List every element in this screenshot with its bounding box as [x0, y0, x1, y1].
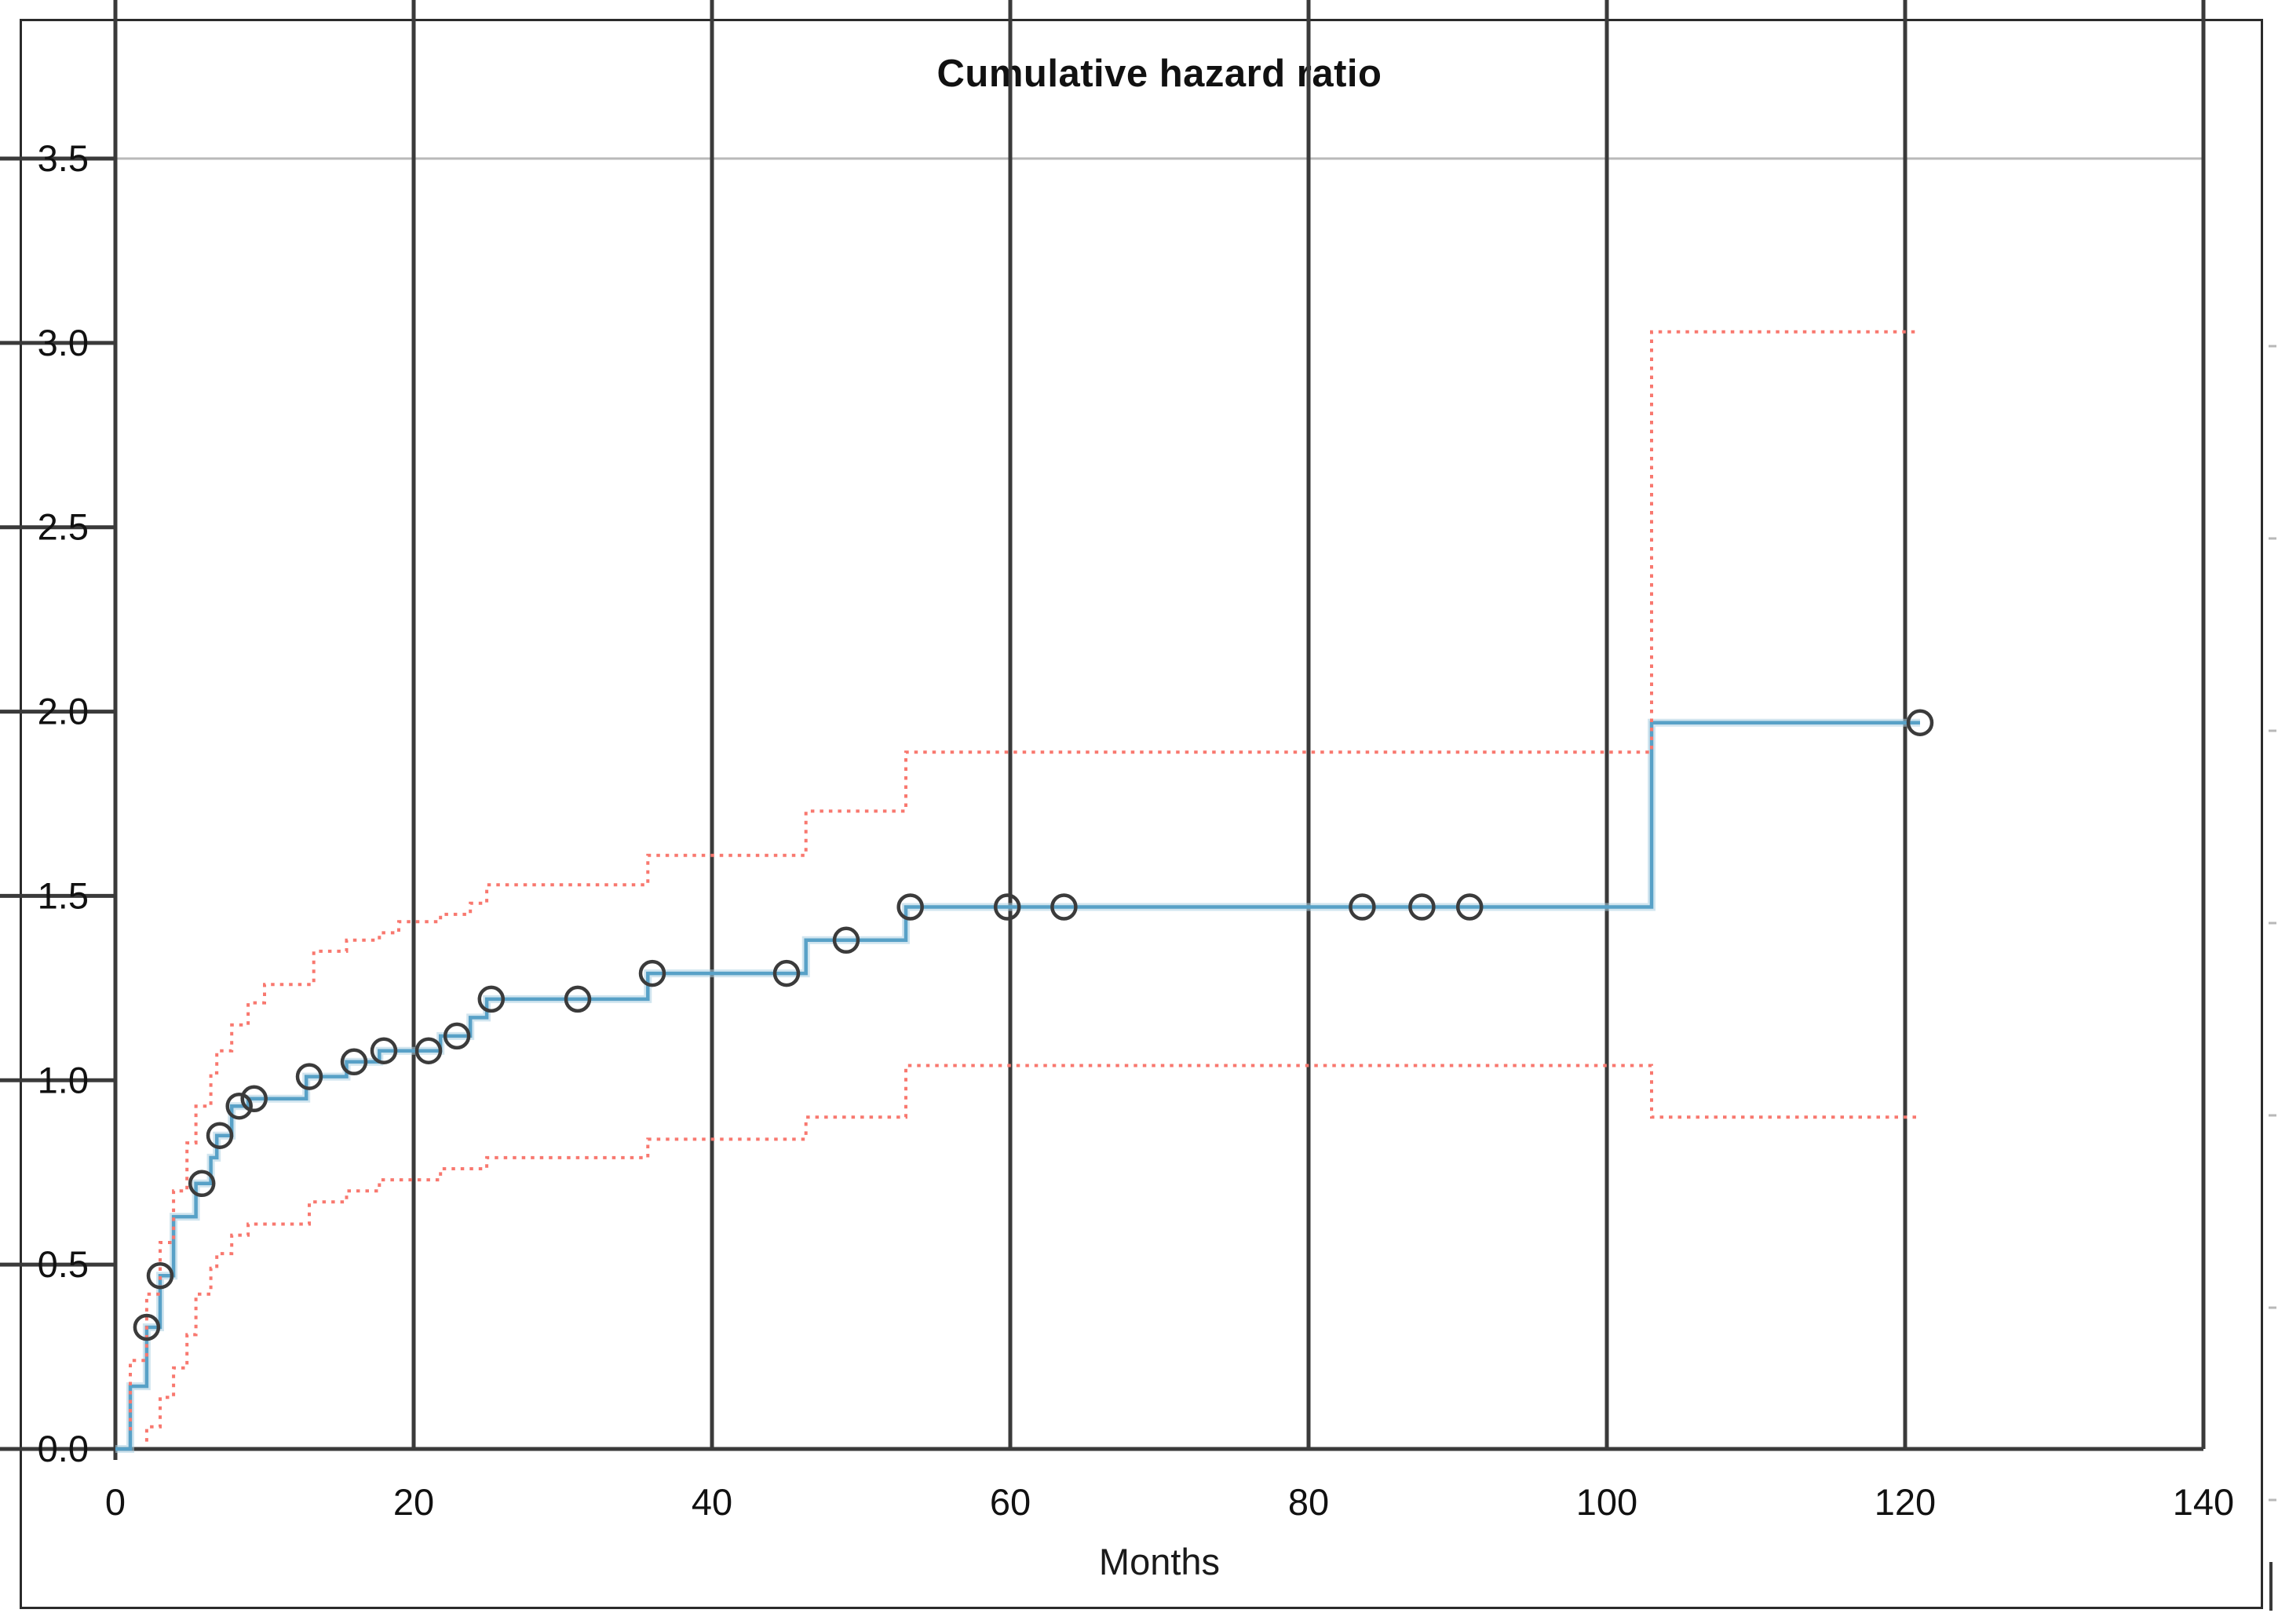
y-tick-label: 1.5 [38, 874, 89, 916]
censor-mark [225, 1092, 253, 1120]
censor-mark [832, 926, 860, 954]
y-tick-label: 3.5 [38, 137, 89, 179]
censor-mark [240, 1085, 268, 1113]
censor-mark [443, 1022, 471, 1050]
censor-mark [414, 1037, 443, 1064]
censor-mark [1455, 893, 1484, 921]
censor-mark [638, 959, 666, 987]
y-tick-label: 0.5 [38, 1243, 89, 1285]
y-tick-label: 3.0 [38, 322, 89, 363]
censor-mark [564, 985, 592, 1013]
y-tick-label: 2.5 [38, 506, 89, 548]
censor-mark [772, 959, 801, 987]
censor-mark [1906, 709, 1934, 736]
x-tick-label: 120 [1875, 1481, 1936, 1523]
y-tick-label: 1.0 [38, 1059, 89, 1100]
x-tick-label: 80 [1288, 1481, 1329, 1523]
censor-mark [477, 985, 506, 1013]
censor-mark [993, 893, 1021, 921]
censor-mark [206, 1122, 234, 1149]
censor-mark [146, 1261, 174, 1290]
censor-mark [188, 1170, 216, 1198]
x-tick-label: 0 [105, 1481, 126, 1523]
x-tick-label: 100 [1576, 1481, 1637, 1523]
y-tick-label: 0.0 [38, 1428, 89, 1469]
censor-mark [340, 1048, 368, 1076]
figure-border [20, 19, 2263, 1609]
y-tick-label: 2.0 [38, 691, 89, 732]
censor-mark [133, 1313, 161, 1341]
lower-ci-curve [144, 1064, 1920, 1442]
x-tick-label: 40 [692, 1481, 732, 1523]
hazard-curve-halo [115, 718, 1920, 1453]
censor-mark [896, 893, 924, 921]
censor-mark [295, 1063, 323, 1090]
x-tick-label: 20 [393, 1481, 434, 1523]
censor-mark [370, 1037, 398, 1064]
censor-mark [1408, 893, 1436, 921]
censor-mark [1050, 893, 1078, 921]
x-axis-label: Months [1098, 1541, 1221, 1582]
x-tick-label: 140 [2173, 1481, 2234, 1523]
censor-mark [1349, 893, 1376, 921]
x-tick-label: 60 [990, 1481, 1031, 1523]
